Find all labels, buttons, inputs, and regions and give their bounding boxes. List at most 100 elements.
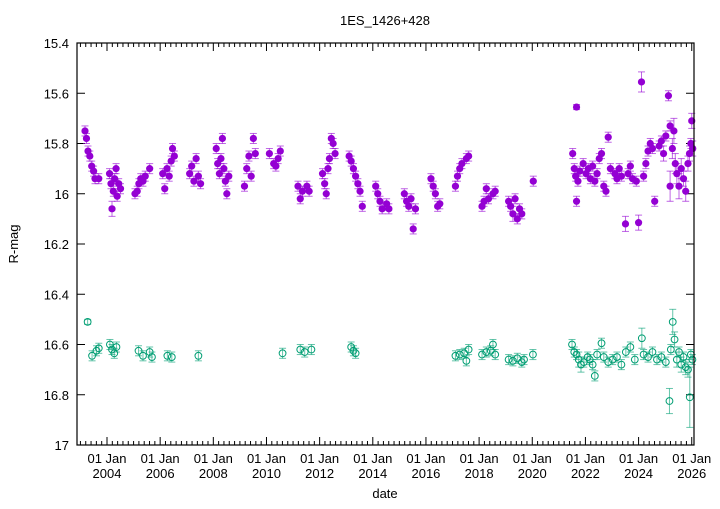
data-point <box>92 346 101 355</box>
data-point <box>604 358 613 366</box>
data-point <box>679 353 688 361</box>
data-point <box>243 165 251 173</box>
data-point <box>668 144 676 153</box>
data-point <box>194 172 202 180</box>
data-point <box>648 144 657 153</box>
series-1 <box>83 308 697 428</box>
data-point <box>378 205 386 213</box>
data-point <box>321 180 329 188</box>
data-point <box>579 160 587 168</box>
data-point <box>167 353 176 361</box>
data-point <box>407 195 415 203</box>
x-tick-label: 2010 <box>252 466 281 481</box>
data-point <box>593 350 601 359</box>
data-point <box>405 202 413 210</box>
data-point <box>597 149 606 158</box>
data-point <box>504 355 513 364</box>
x-tick-label: 2022 <box>571 466 600 481</box>
data-point <box>657 137 665 145</box>
data-point <box>529 177 537 185</box>
data-point <box>427 175 435 183</box>
data-point <box>429 182 437 190</box>
data-point <box>451 351 460 360</box>
data-point <box>453 172 462 180</box>
data-point <box>329 139 337 148</box>
data-point <box>583 353 592 361</box>
error-bar <box>665 387 673 415</box>
x-tick-label: 2020 <box>518 466 547 481</box>
data-point <box>215 170 224 178</box>
data-point <box>278 349 287 358</box>
data-point <box>672 355 681 364</box>
data-point <box>296 345 305 354</box>
data-point <box>458 160 466 168</box>
x-axis-label: date <box>372 486 397 501</box>
y-tick-label: 16.8 <box>44 388 69 403</box>
data-point <box>225 172 233 180</box>
data-point <box>83 317 92 326</box>
data-point <box>94 344 103 353</box>
data-point <box>482 348 491 356</box>
data-point <box>570 165 578 173</box>
data-point <box>240 182 249 190</box>
data-point <box>186 170 194 178</box>
data-point <box>491 350 500 359</box>
data-point <box>376 197 384 205</box>
data-point <box>588 360 597 369</box>
data-point <box>411 205 420 213</box>
x-tick-label: 2008 <box>199 466 228 481</box>
y-tick-label: 16 <box>55 187 69 202</box>
data-point <box>569 149 577 158</box>
data-point <box>637 334 646 343</box>
data-point <box>591 177 599 185</box>
data-point <box>670 335 679 344</box>
data-point <box>675 182 683 190</box>
data-point <box>677 165 685 173</box>
data-point <box>665 397 674 405</box>
data-point <box>666 345 675 354</box>
data-point <box>666 122 674 130</box>
data-point <box>307 345 316 354</box>
data-point <box>318 170 327 178</box>
data-point <box>659 149 668 158</box>
data-point <box>108 345 116 354</box>
error-bar <box>638 327 646 349</box>
data-point <box>349 165 358 173</box>
data-point <box>86 152 94 160</box>
x-tick-label: 2026 <box>677 466 706 481</box>
data-point <box>455 350 464 359</box>
data-point <box>245 152 253 160</box>
data-point <box>298 187 307 195</box>
data-point <box>621 220 630 228</box>
x-tick-label: 01 Jan <box>194 451 233 466</box>
data-point <box>513 215 521 223</box>
data-point <box>617 172 625 180</box>
data-point <box>664 92 673 100</box>
data-point <box>133 187 141 195</box>
data-point <box>347 157 355 165</box>
data-point <box>491 187 499 195</box>
data-point <box>159 170 167 178</box>
x-tick-label: 01 Jan <box>247 451 286 466</box>
data-point <box>90 167 98 175</box>
data-point <box>478 350 486 359</box>
data-point <box>190 177 198 185</box>
data-point <box>661 358 670 366</box>
y-axis-label: R-mag <box>6 224 21 263</box>
data-point <box>608 355 617 364</box>
y-tick-label: 17 <box>55 438 69 453</box>
data-point <box>677 360 686 369</box>
x-tick-label: 01 Jan <box>406 451 445 466</box>
data-point <box>617 360 626 369</box>
data-point <box>163 165 171 173</box>
data-point <box>141 172 149 180</box>
data-point <box>648 348 657 356</box>
data-point <box>668 317 677 326</box>
x-tick-label: 2006 <box>146 466 175 481</box>
data-point <box>192 154 200 163</box>
data-point <box>602 187 610 195</box>
data-point <box>606 165 615 173</box>
data-point <box>109 187 117 195</box>
data-point <box>324 165 332 173</box>
data-point <box>108 205 116 213</box>
